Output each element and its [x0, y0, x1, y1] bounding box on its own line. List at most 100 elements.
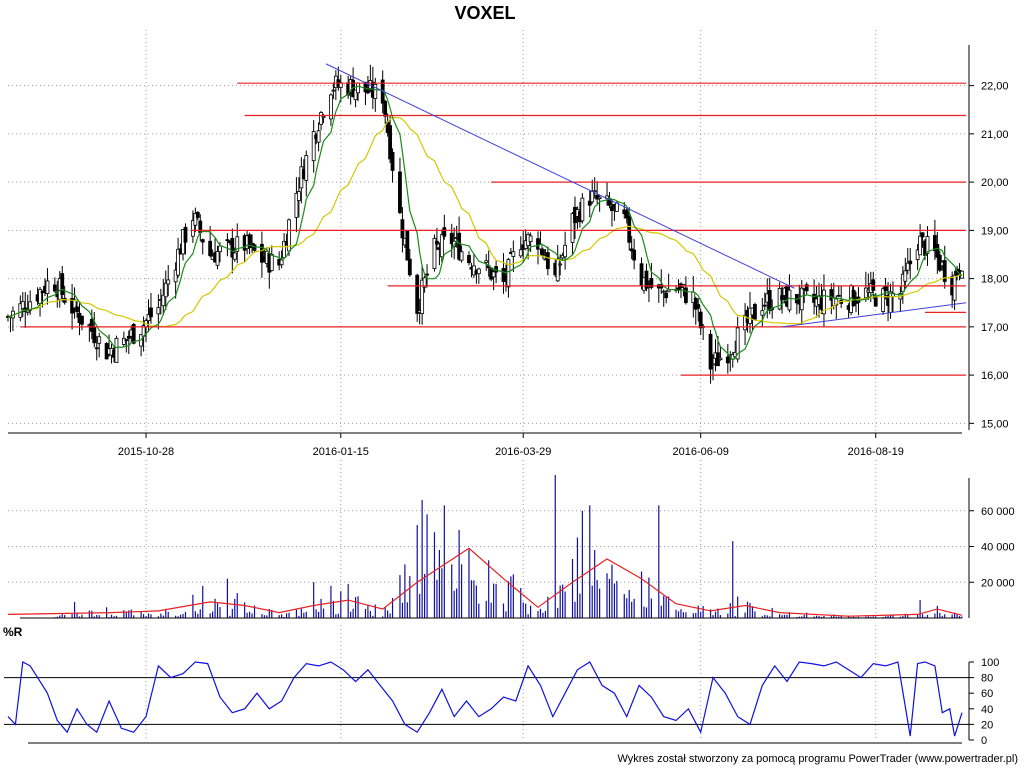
- candle-body: [400, 219, 405, 239]
- candle-body: [422, 277, 427, 288]
- candle-body: [484, 260, 489, 263]
- candle-body: [319, 112, 323, 125]
- wr-y-tick-label: 20: [981, 719, 993, 731]
- price-x-tick-label: 2016-06-09: [673, 446, 729, 458]
- candle-body: [506, 259, 511, 288]
- candle-body: [708, 333, 713, 370]
- candle-body: [610, 206, 614, 212]
- candle-body: [269, 254, 274, 271]
- candle-body: [161, 294, 166, 307]
- candle-body: [511, 251, 516, 257]
- candle-body: [467, 254, 471, 264]
- price-y-tick-label: 15,00: [981, 418, 1009, 430]
- candle-body: [812, 293, 816, 303]
- candle-body: [432, 237, 437, 270]
- candle-body: [407, 258, 412, 276]
- price-y-tick-label: 16,00: [981, 370, 1009, 382]
- candle-body: [52, 284, 57, 292]
- candle-body: [146, 314, 151, 322]
- candle-body: [614, 202, 619, 212]
- candle-body: [834, 297, 839, 306]
- price-y-tick-label: 19,00: [981, 225, 1009, 237]
- candle-body: [316, 130, 321, 143]
- candle-body: [908, 260, 913, 265]
- candle-body: [420, 279, 425, 314]
- candle-body: [555, 258, 560, 282]
- candle-body: [390, 152, 395, 171]
- candle-body: [435, 240, 439, 245]
- candle-body: [836, 294, 841, 297]
- volume-panel: 20 000 40 000 60 000: [7, 460, 1015, 619]
- candle-body: [472, 265, 476, 276]
- candle-body: [156, 307, 161, 315]
- wr-y-tick-label: 80: [981, 673, 993, 685]
- candle-body: [590, 190, 595, 203]
- wr-y-tick-label: 40: [981, 704, 993, 716]
- candle-body: [356, 82, 360, 94]
- candle-body: [925, 236, 930, 254]
- trendline: [781, 302, 967, 328]
- candle-body: [696, 304, 701, 309]
- candle-body: [353, 89, 358, 101]
- candle-body: [558, 263, 563, 266]
- candle-body: [718, 357, 723, 360]
- candle-body: [232, 252, 237, 260]
- trendline: [325, 63, 795, 289]
- candle-body: [28, 301, 33, 311]
- candle-body: [415, 274, 420, 314]
- candle-body: [321, 115, 326, 119]
- candle-body: [230, 238, 235, 258]
- candle-body: [452, 240, 457, 248]
- candle-body: [624, 209, 629, 219]
- chart-title: VOXEL: [454, 3, 515, 23]
- candle-body: [570, 213, 575, 243]
- candle-body: [195, 212, 200, 218]
- candle-body: [873, 295, 878, 307]
- candle-body: [183, 226, 188, 243]
- candle-body: [804, 284, 809, 292]
- candle-body: [829, 289, 834, 301]
- candle-body: [198, 220, 203, 234]
- candle-body: [126, 335, 131, 339]
- price-y-tick-label: 21,00: [981, 129, 1009, 141]
- candle-body: [92, 326, 97, 344]
- price-y-tick-label: 20,00: [981, 177, 1009, 189]
- candle-body: [282, 240, 286, 259]
- candle-body: [235, 236, 240, 252]
- candle-body: [80, 315, 84, 325]
- candle-body: [942, 260, 947, 282]
- candle-body: [279, 259, 284, 266]
- candle-body: [661, 290, 666, 293]
- candle-body: [311, 131, 316, 162]
- candle-body: [225, 239, 230, 242]
- candle-body: [664, 292, 669, 299]
- williams-r-line: [7, 661, 963, 737]
- candle-body: [114, 338, 119, 364]
- volume-y-tick-label: 60 000: [981, 506, 1015, 518]
- candle-body: [163, 282, 168, 298]
- candle-body: [822, 289, 826, 315]
- candle-body: [501, 268, 506, 283]
- candle-body: [176, 248, 180, 276]
- candle-body: [735, 327, 740, 360]
- candle-body: [442, 227, 447, 237]
- candle-body: [883, 285, 888, 292]
- candle-body: [62, 297, 67, 303]
- candle-body: [425, 273, 429, 276]
- price-y-tick-label: 17,00: [981, 322, 1009, 334]
- candle-body: [20, 301, 25, 310]
- candle-body: [541, 249, 545, 257]
- price-panel: 15,00 16,00 17,00 18,00 19,00 20,00 21,00 22,00…: [6, 30, 1009, 458]
- candle-body: [131, 323, 136, 344]
- candle-body: [644, 270, 649, 289]
- candle-body: [799, 287, 804, 311]
- williams-r-panel: %R 0 20 40 60 80 100: [3, 625, 999, 747]
- candle-body: [173, 269, 178, 283]
- candle-body: [597, 196, 602, 199]
- candle-body: [592, 190, 597, 193]
- wr-y-tick-label: 0: [981, 735, 987, 747]
- candle-body: [627, 215, 632, 243]
- candle-body: [200, 239, 205, 243]
- candle-body: [753, 303, 757, 320]
- candle-body: [725, 356, 730, 364]
